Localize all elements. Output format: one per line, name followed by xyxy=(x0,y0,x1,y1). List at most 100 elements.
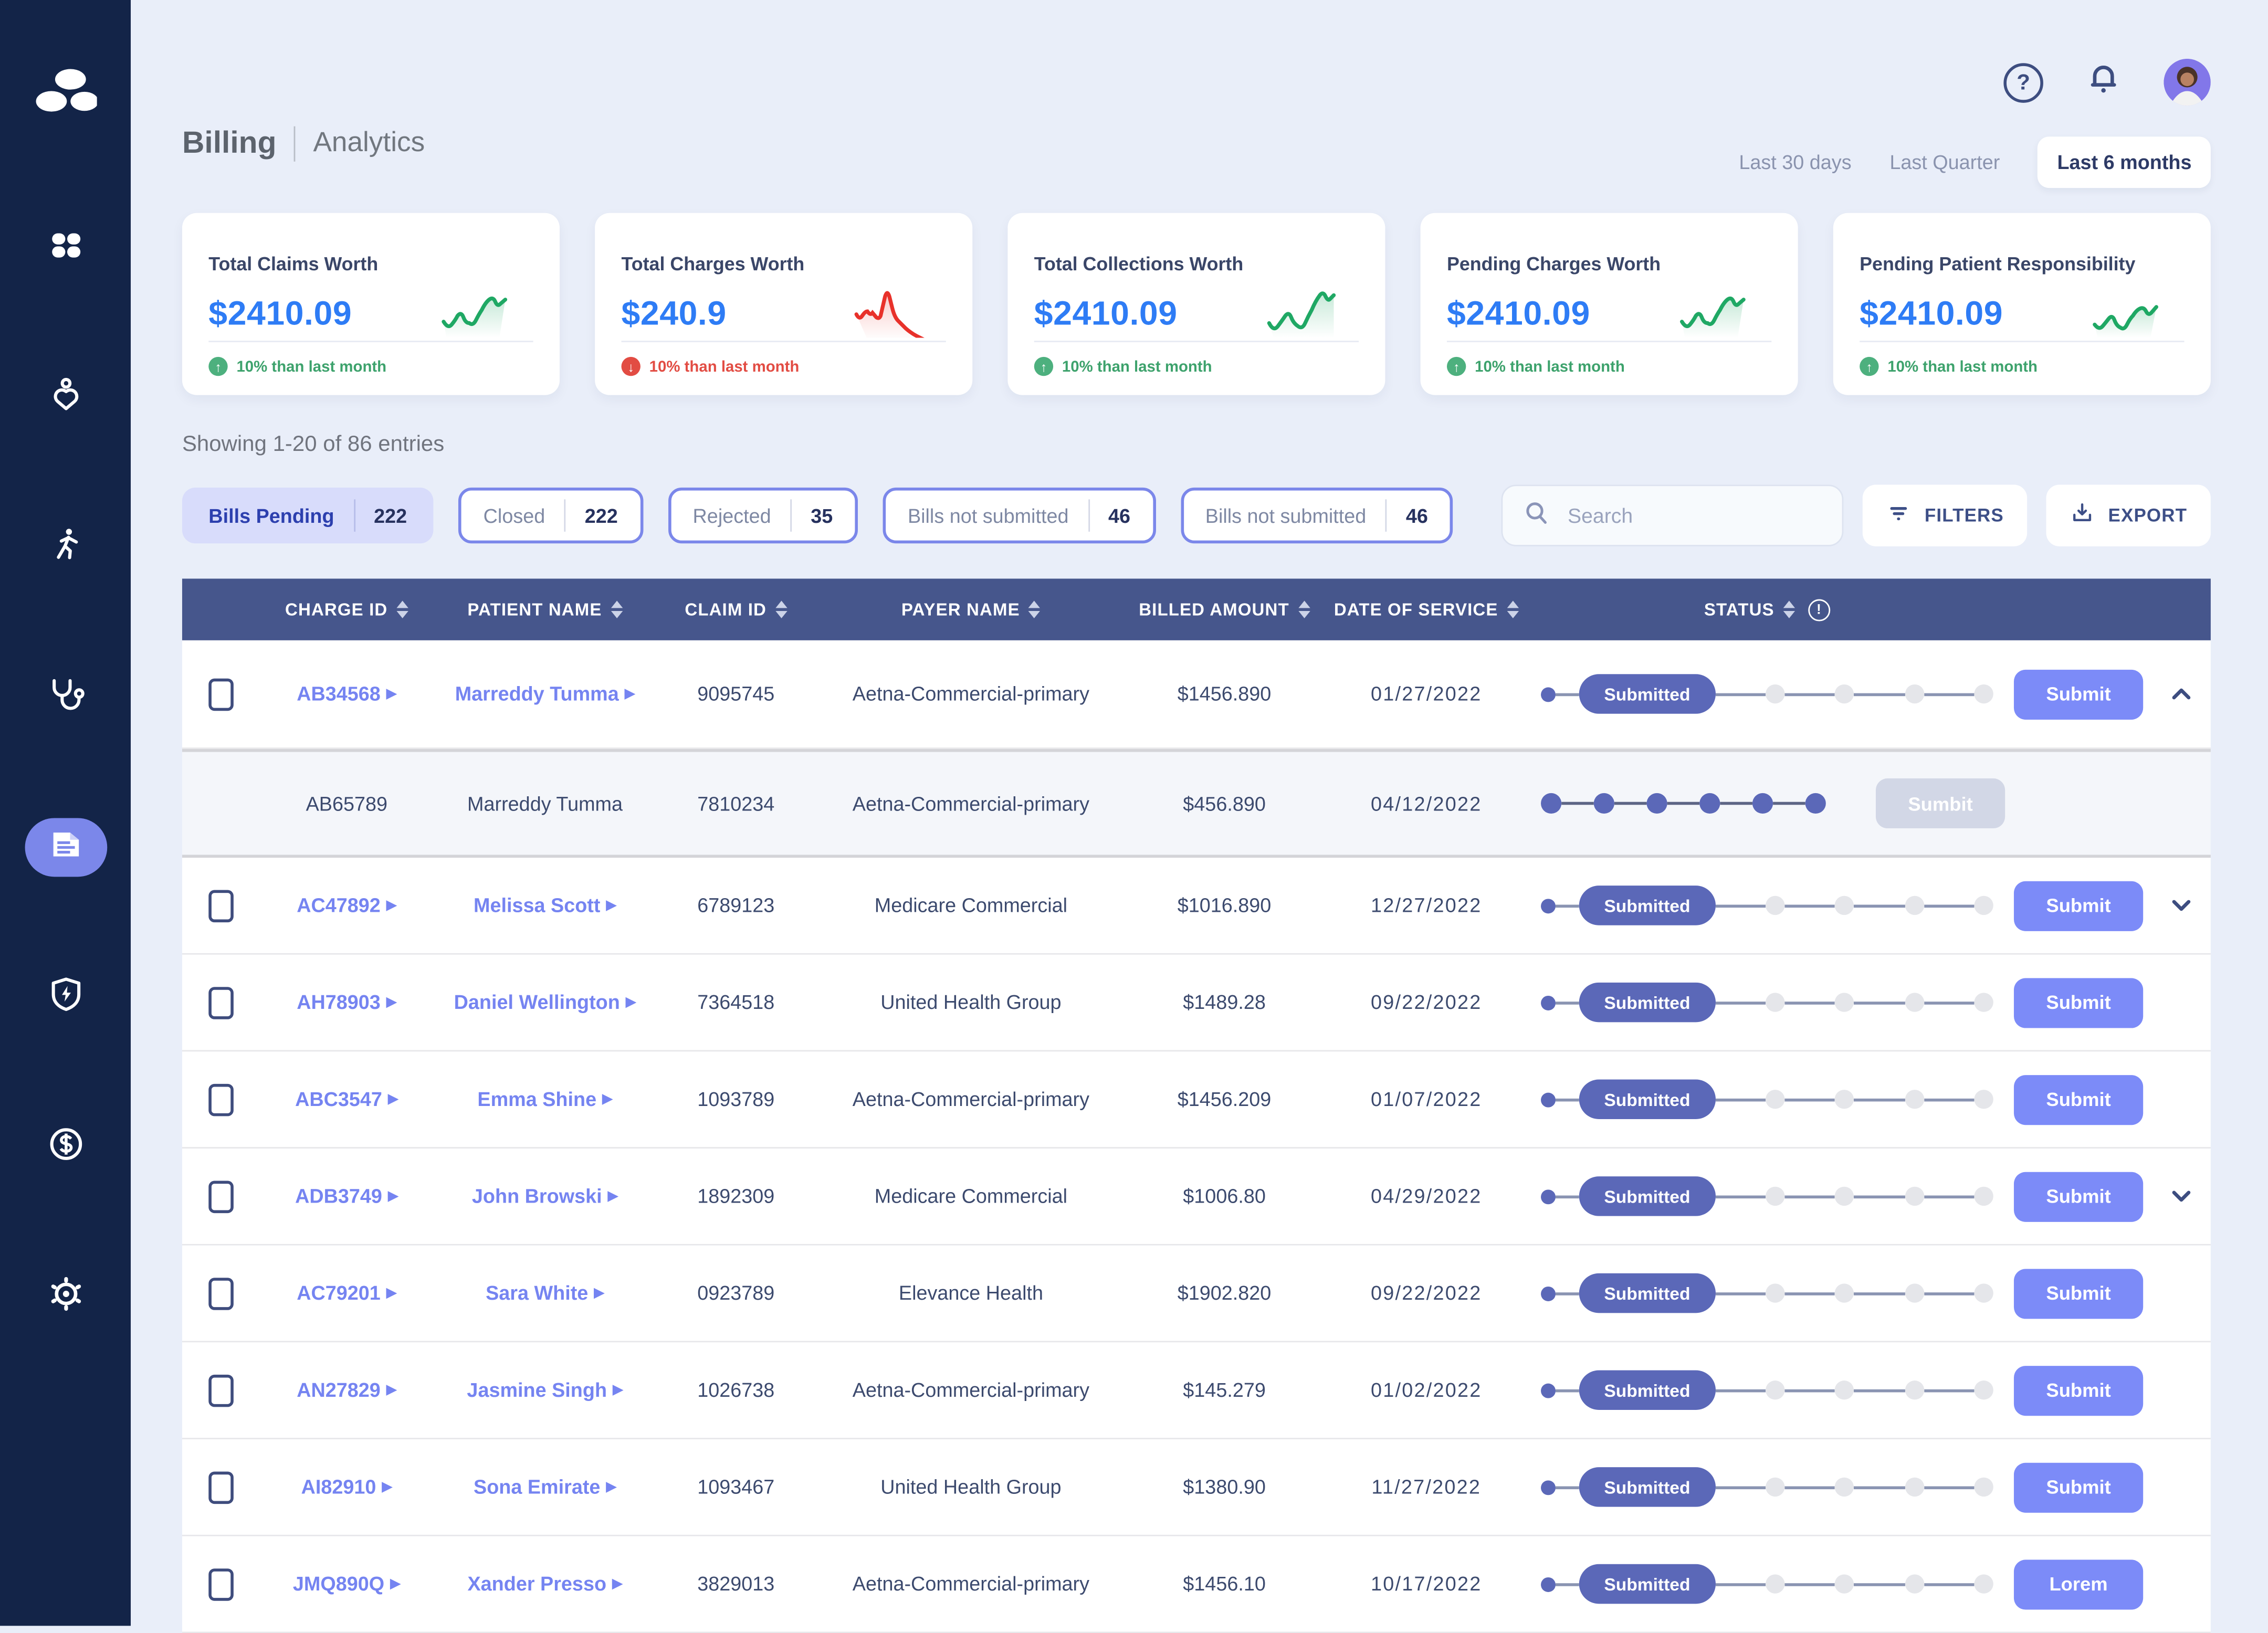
charge-id-link[interactable]: AN27829 ▶ xyxy=(297,1379,397,1402)
table-row: ADB3749 ▶ John Browski ▶ 1892309 Medicare … xyxy=(182,1148,2211,1246)
time-filter-quarter[interactable]: Last Quarter xyxy=(1889,151,2000,174)
header-charge-id[interactable]: CHARGE ID xyxy=(258,599,435,620)
search-input[interactable] xyxy=(1564,502,1822,529)
card-title: Total Claims Worth xyxy=(208,252,379,275)
table-row: JMQ890Q ▶ Xander Presso ▶ 3829013 Aetna-Co… xyxy=(182,1536,2211,1633)
main-content: ? Billing Analyt xyxy=(131,0,2268,1633)
patient-name-link[interactable]: John Browski ▶ xyxy=(471,1185,618,1207)
charge-id-link[interactable]: AH78903 ▶ xyxy=(297,991,397,1014)
charge-id-link[interactable]: AC79201 ▶ xyxy=(297,1282,397,1304)
sidebar-item-settings[interactable] xyxy=(24,1268,107,1326)
help-icon[interactable]: ? xyxy=(2003,62,2043,102)
claim-id: 0923789 xyxy=(697,1282,775,1304)
search-box xyxy=(1502,484,1844,546)
sidebar-item-billing[interactable] xyxy=(24,818,107,877)
submit-button[interactable]: Submit xyxy=(2013,1462,2144,1512)
row-checkbox[interactable] xyxy=(207,1374,233,1407)
charge-id-link[interactable]: ABC3547 ▶ xyxy=(295,1088,398,1111)
sidebar-item-payments[interactable] xyxy=(24,1118,107,1176)
row-checkbox[interactable] xyxy=(207,889,233,922)
chip-label: Rejected xyxy=(692,504,771,527)
sort-icon[interactable] xyxy=(396,600,408,619)
patient-name-link[interactable]: Melissa Scott ▶ xyxy=(474,894,616,916)
chip-rejected[interactable]: Rejected 35 xyxy=(667,487,858,544)
chevron-up-icon[interactable] xyxy=(2171,687,2191,700)
submit-button[interactable]: Submit xyxy=(2013,1268,2144,1319)
breadcrumb: Billing Analytics xyxy=(182,126,425,188)
sidebar xyxy=(0,0,131,1626)
time-filter-6-months[interactable]: Last 6 months xyxy=(2038,136,2211,188)
chevron-down-icon[interactable] xyxy=(2171,1189,2191,1203)
bell-icon[interactable] xyxy=(2084,59,2123,105)
chip-bills-not-submitted-1[interactable]: Bills not submitted 46 xyxy=(883,487,1156,544)
caret-right-icon: ▶ xyxy=(594,1285,604,1300)
row-checkbox[interactable] xyxy=(207,1180,233,1213)
chip-bills-pending[interactable]: Bills Pending 222 xyxy=(182,487,434,544)
submit-button[interactable]: Submit xyxy=(2013,1171,2144,1221)
submit-button[interactable]: Submit xyxy=(2013,977,2144,1028)
charge-id-link[interactable]: AI82910 ▶ xyxy=(301,1476,393,1498)
card-footer-text: 10% than last month xyxy=(649,357,800,375)
header-date-of-service[interactable]: DATE OF SERVICE xyxy=(1324,599,1529,620)
sort-icon[interactable] xyxy=(1298,600,1310,619)
charge-id-link[interactable]: AB34568 ▶ xyxy=(297,683,397,705)
time-filter-30-days[interactable]: Last 30 days xyxy=(1739,151,1852,174)
chip-closed[interactable]: Closed 222 xyxy=(458,487,643,544)
submit-button[interactable]: Submit xyxy=(2013,1074,2144,1124)
sort-icon[interactable] xyxy=(1783,600,1795,619)
header-payer-name[interactable]: PAYER NAME xyxy=(817,599,1126,620)
row-checkbox[interactable] xyxy=(207,1277,233,1310)
charge-id-link[interactable]: JMQ890Q ▶ xyxy=(292,1573,401,1595)
header-patient-name[interactable]: PATIENT NAME xyxy=(435,599,655,620)
card-title: Pending Charges Worth xyxy=(1446,252,1661,275)
card-footer-text: 10% than last month xyxy=(1062,357,1212,375)
export-button[interactable]: EXPORT xyxy=(2046,484,2211,546)
user-avatar[interactable] xyxy=(2164,58,2211,106)
row-checkbox[interactable] xyxy=(207,1471,233,1503)
sort-icon[interactable] xyxy=(775,600,788,619)
page-subtitle[interactable]: Analytics xyxy=(313,128,425,159)
sidebar-item-activity[interactable] xyxy=(24,519,107,577)
table-row: AB34568 ▶ Marreddy Tumma ▶ 9095745 Aetna-C… xyxy=(182,640,2211,749)
sidebar-item-authorization[interactable] xyxy=(24,968,107,1027)
submit-button: Sumbit xyxy=(1875,778,2006,829)
payer-name: Aetna-Commercial-primary xyxy=(852,683,1090,705)
patient-name-link[interactable]: Jasmine Singh ▶ xyxy=(467,1379,623,1402)
sort-icon[interactable] xyxy=(611,600,623,619)
submit-button[interactable]: Submit xyxy=(2013,669,2144,719)
row-checkbox[interactable] xyxy=(207,986,233,1019)
patient-name-link[interactable]: Daniel Wellington ▶ xyxy=(454,991,636,1014)
sidebar-item-clinical[interactable] xyxy=(24,668,107,727)
header-status[interactable]: STATUS ! xyxy=(1529,598,2006,621)
sort-icon[interactable] xyxy=(1507,600,1519,619)
payer-name: Aetna-Commercial-primary xyxy=(852,1573,1090,1595)
card-trend: ↑ 10% than last month xyxy=(1860,356,2038,376)
header-billed-amount[interactable]: BILLED AMOUNT xyxy=(1125,599,1324,620)
chevron-down-icon[interactable] xyxy=(2171,899,2191,912)
billed-amount: $145.279 xyxy=(1183,1379,1266,1402)
row-checkbox[interactable] xyxy=(207,678,233,710)
sidebar-item-patient-care[interactable] xyxy=(24,368,107,427)
filters-button[interactable]: FILTERS xyxy=(1863,484,2028,546)
patient-name-link[interactable]: Sona Emirate ▶ xyxy=(474,1476,616,1498)
submit-button[interactable]: Lorem xyxy=(2013,1559,2144,1609)
patient-name-link[interactable]: Xander Presso ▶ xyxy=(467,1573,623,1595)
info-icon[interactable]: ! xyxy=(1808,598,1831,621)
caret-right-icon: ▶ xyxy=(382,1479,393,1494)
header-claim-id[interactable]: CLAIM ID xyxy=(655,599,817,620)
submit-button[interactable]: Submit xyxy=(2013,1365,2144,1415)
charge-id-link[interactable]: ADB3749 ▶ xyxy=(295,1185,398,1207)
patient-name-link[interactable]: Emma Shine ▶ xyxy=(477,1088,613,1111)
chip-bills-not-submitted-2[interactable]: Bills not submitted 46 xyxy=(1180,487,1453,544)
sort-icon[interactable] xyxy=(1028,600,1041,619)
submit-button[interactable]: Submit xyxy=(2013,880,2144,931)
sidebar-item-dashboard[interactable] xyxy=(24,219,107,278)
caret-right-icon: ▶ xyxy=(624,686,635,701)
row-checkbox[interactable] xyxy=(207,1083,233,1116)
row-checkbox[interactable] xyxy=(207,1567,233,1600)
patient-name-link[interactable]: Marreddy Tumma ▶ xyxy=(455,683,635,705)
charge-id-link[interactable]: AC47892 ▶ xyxy=(297,894,397,916)
chip-count: 46 xyxy=(1108,504,1131,527)
patient-name-link[interactable]: Sara White ▶ xyxy=(486,1282,604,1304)
claim-progress-tracker: Submitted xyxy=(1529,1370,2006,1410)
